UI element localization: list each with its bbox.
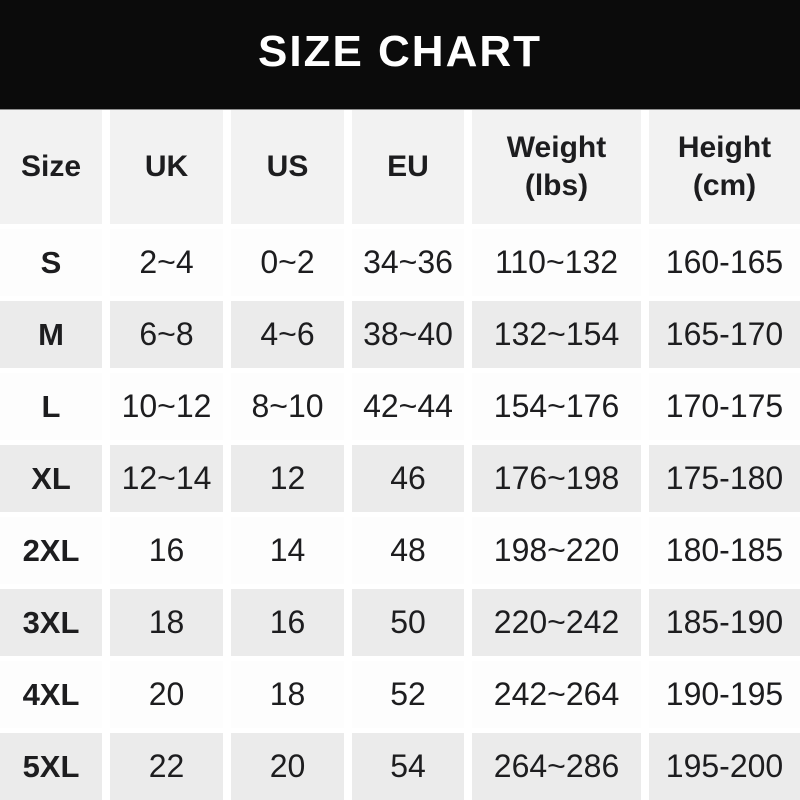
uk-cell: 2~4 [110,229,223,296]
page-title: SIZE CHART [258,26,542,76]
weight-cell: 220~242 [472,589,641,656]
weight-cell: 132~154 [472,301,641,368]
eu-cell: 54 [352,733,464,800]
us-cell: 12 [231,445,344,512]
uk-cell: 16 [110,517,223,584]
column-header-us-label: US [266,150,309,184]
height-cell: 180-185 [649,517,800,584]
eu-cell: 50 [352,589,464,656]
column-header-height-label: Height [677,131,772,165]
column-header-eu-label: EU [387,150,429,184]
height-cell: 195-200 [649,733,800,800]
column-header-us: US [231,110,344,224]
height-cell: 160-165 [649,229,800,296]
us-cell: 14 [231,517,344,584]
eu-cell: 38~40 [352,301,464,368]
size-cell: S [0,229,102,296]
height-cell: 190-195 [649,661,800,728]
size-cell: M [0,301,102,368]
size-chart-table: Size UK US EU Weight (lbs) Height (cm) S 2… [0,110,800,800]
size-cell: 2XL [0,517,102,584]
uk-cell: 10~12 [110,373,223,440]
height-cell: 175-180 [649,445,800,512]
us-cell: 8~10 [231,373,344,440]
banner: SIZE CHART [0,0,800,110]
us-cell: 0~2 [231,229,344,296]
eu-cell: 46 [352,445,464,512]
size-cell: 4XL [0,661,102,728]
column-header-size: Size [0,110,102,224]
weight-cell: 242~264 [472,661,641,728]
uk-cell: 20 [110,661,223,728]
weight-cell: 198~220 [472,517,641,584]
uk-cell: 6~8 [110,301,223,368]
column-header-weight-unit: (lbs) [524,169,589,202]
eu-cell: 48 [352,517,464,584]
uk-cell: 22 [110,733,223,800]
column-header-height: Height (cm) [649,110,800,224]
column-header-weight: Weight (lbs) [472,110,641,224]
size-cell: XL [0,445,102,512]
column-header-uk: UK [110,110,223,224]
column-header-height-unit: (cm) [692,169,757,202]
eu-cell: 34~36 [352,229,464,296]
size-cell: 5XL [0,733,102,800]
weight-cell: 110~132 [472,229,641,296]
size-cell: 3XL [0,589,102,656]
height-cell: 170-175 [649,373,800,440]
eu-cell: 42~44 [352,373,464,440]
height-cell: 165-170 [649,301,800,368]
us-cell: 4~6 [231,301,344,368]
column-header-size-label: Size [20,150,82,184]
uk-cell: 12~14 [110,445,223,512]
us-cell: 18 [231,661,344,728]
column-header-uk-label: UK [144,150,189,184]
height-cell: 185-190 [649,589,800,656]
uk-cell: 18 [110,589,223,656]
weight-cell: 264~286 [472,733,641,800]
us-cell: 16 [231,589,344,656]
size-cell: L [0,373,102,440]
weight-cell: 176~198 [472,445,641,512]
column-header-weight-label: Weight [506,131,607,165]
weight-cell: 154~176 [472,373,641,440]
eu-cell: 52 [352,661,464,728]
column-header-eu: EU [352,110,464,224]
us-cell: 20 [231,733,344,800]
